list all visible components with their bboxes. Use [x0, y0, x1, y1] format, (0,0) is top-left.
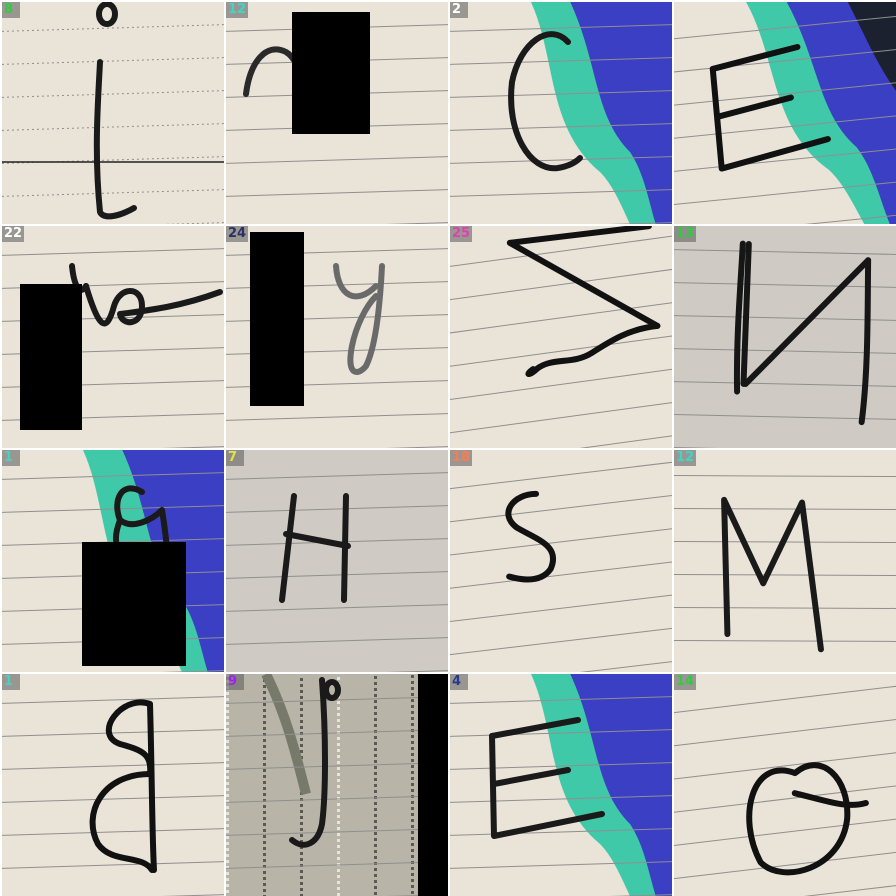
image-tile: 1 — [2, 450, 224, 672]
image-tile: 2 — [450, 2, 672, 224]
tile-label: 25 — [450, 226, 472, 242]
tile-image — [450, 2, 672, 224]
tile-image — [674, 450, 896, 672]
tile-image — [2, 674, 224, 896]
image-tile: 1 — [2, 674, 224, 896]
tile-image — [2, 450, 224, 672]
tile-image — [2, 226, 224, 448]
tile-image — [450, 226, 672, 448]
image-tile: 12 — [674, 450, 896, 672]
tile-label: 24 — [226, 226, 248, 242]
image-tile: 13 — [674, 226, 896, 448]
tile-image — [226, 2, 448, 224]
tile-label: 14 — [674, 674, 696, 690]
tile-image — [450, 450, 672, 672]
tile-image — [674, 2, 896, 224]
image-tile: 7 — [226, 450, 448, 672]
tile-label: 4 — [450, 674, 468, 690]
tile-label: 2 — [450, 2, 468, 18]
tile-label: 18 — [450, 450, 472, 466]
image-tile: 14 — [674, 674, 896, 896]
tile-image — [226, 450, 448, 672]
tile-image — [450, 674, 672, 896]
image-tile — [674, 2, 896, 224]
tile-label: 12 — [226, 2, 248, 18]
image-tile: 4 — [450, 674, 672, 896]
image-tile: 8 — [2, 2, 224, 224]
tile-label: 22 — [2, 226, 24, 242]
tile-label: 7 — [226, 450, 244, 466]
tile-label: 12 — [674, 450, 696, 466]
tile-image — [226, 674, 448, 896]
image-tile: 9 — [226, 674, 448, 896]
image-tile: 25 — [450, 226, 672, 448]
image-tile: 12 — [226, 2, 448, 224]
tile-label: 8 — [2, 2, 20, 18]
tile-image — [674, 226, 896, 448]
tile-label: 9 — [226, 674, 244, 690]
tile-image — [2, 2, 224, 224]
tile-image — [226, 226, 448, 448]
tile-image — [674, 674, 896, 896]
image-tile: 24 — [226, 226, 448, 448]
tile-label: 1 — [2, 450, 20, 466]
image-tile: 22 — [2, 226, 224, 448]
image-tile: 18 — [450, 450, 672, 672]
tile-label: 1 — [2, 674, 20, 690]
tile-label: 13 — [674, 226, 696, 242]
